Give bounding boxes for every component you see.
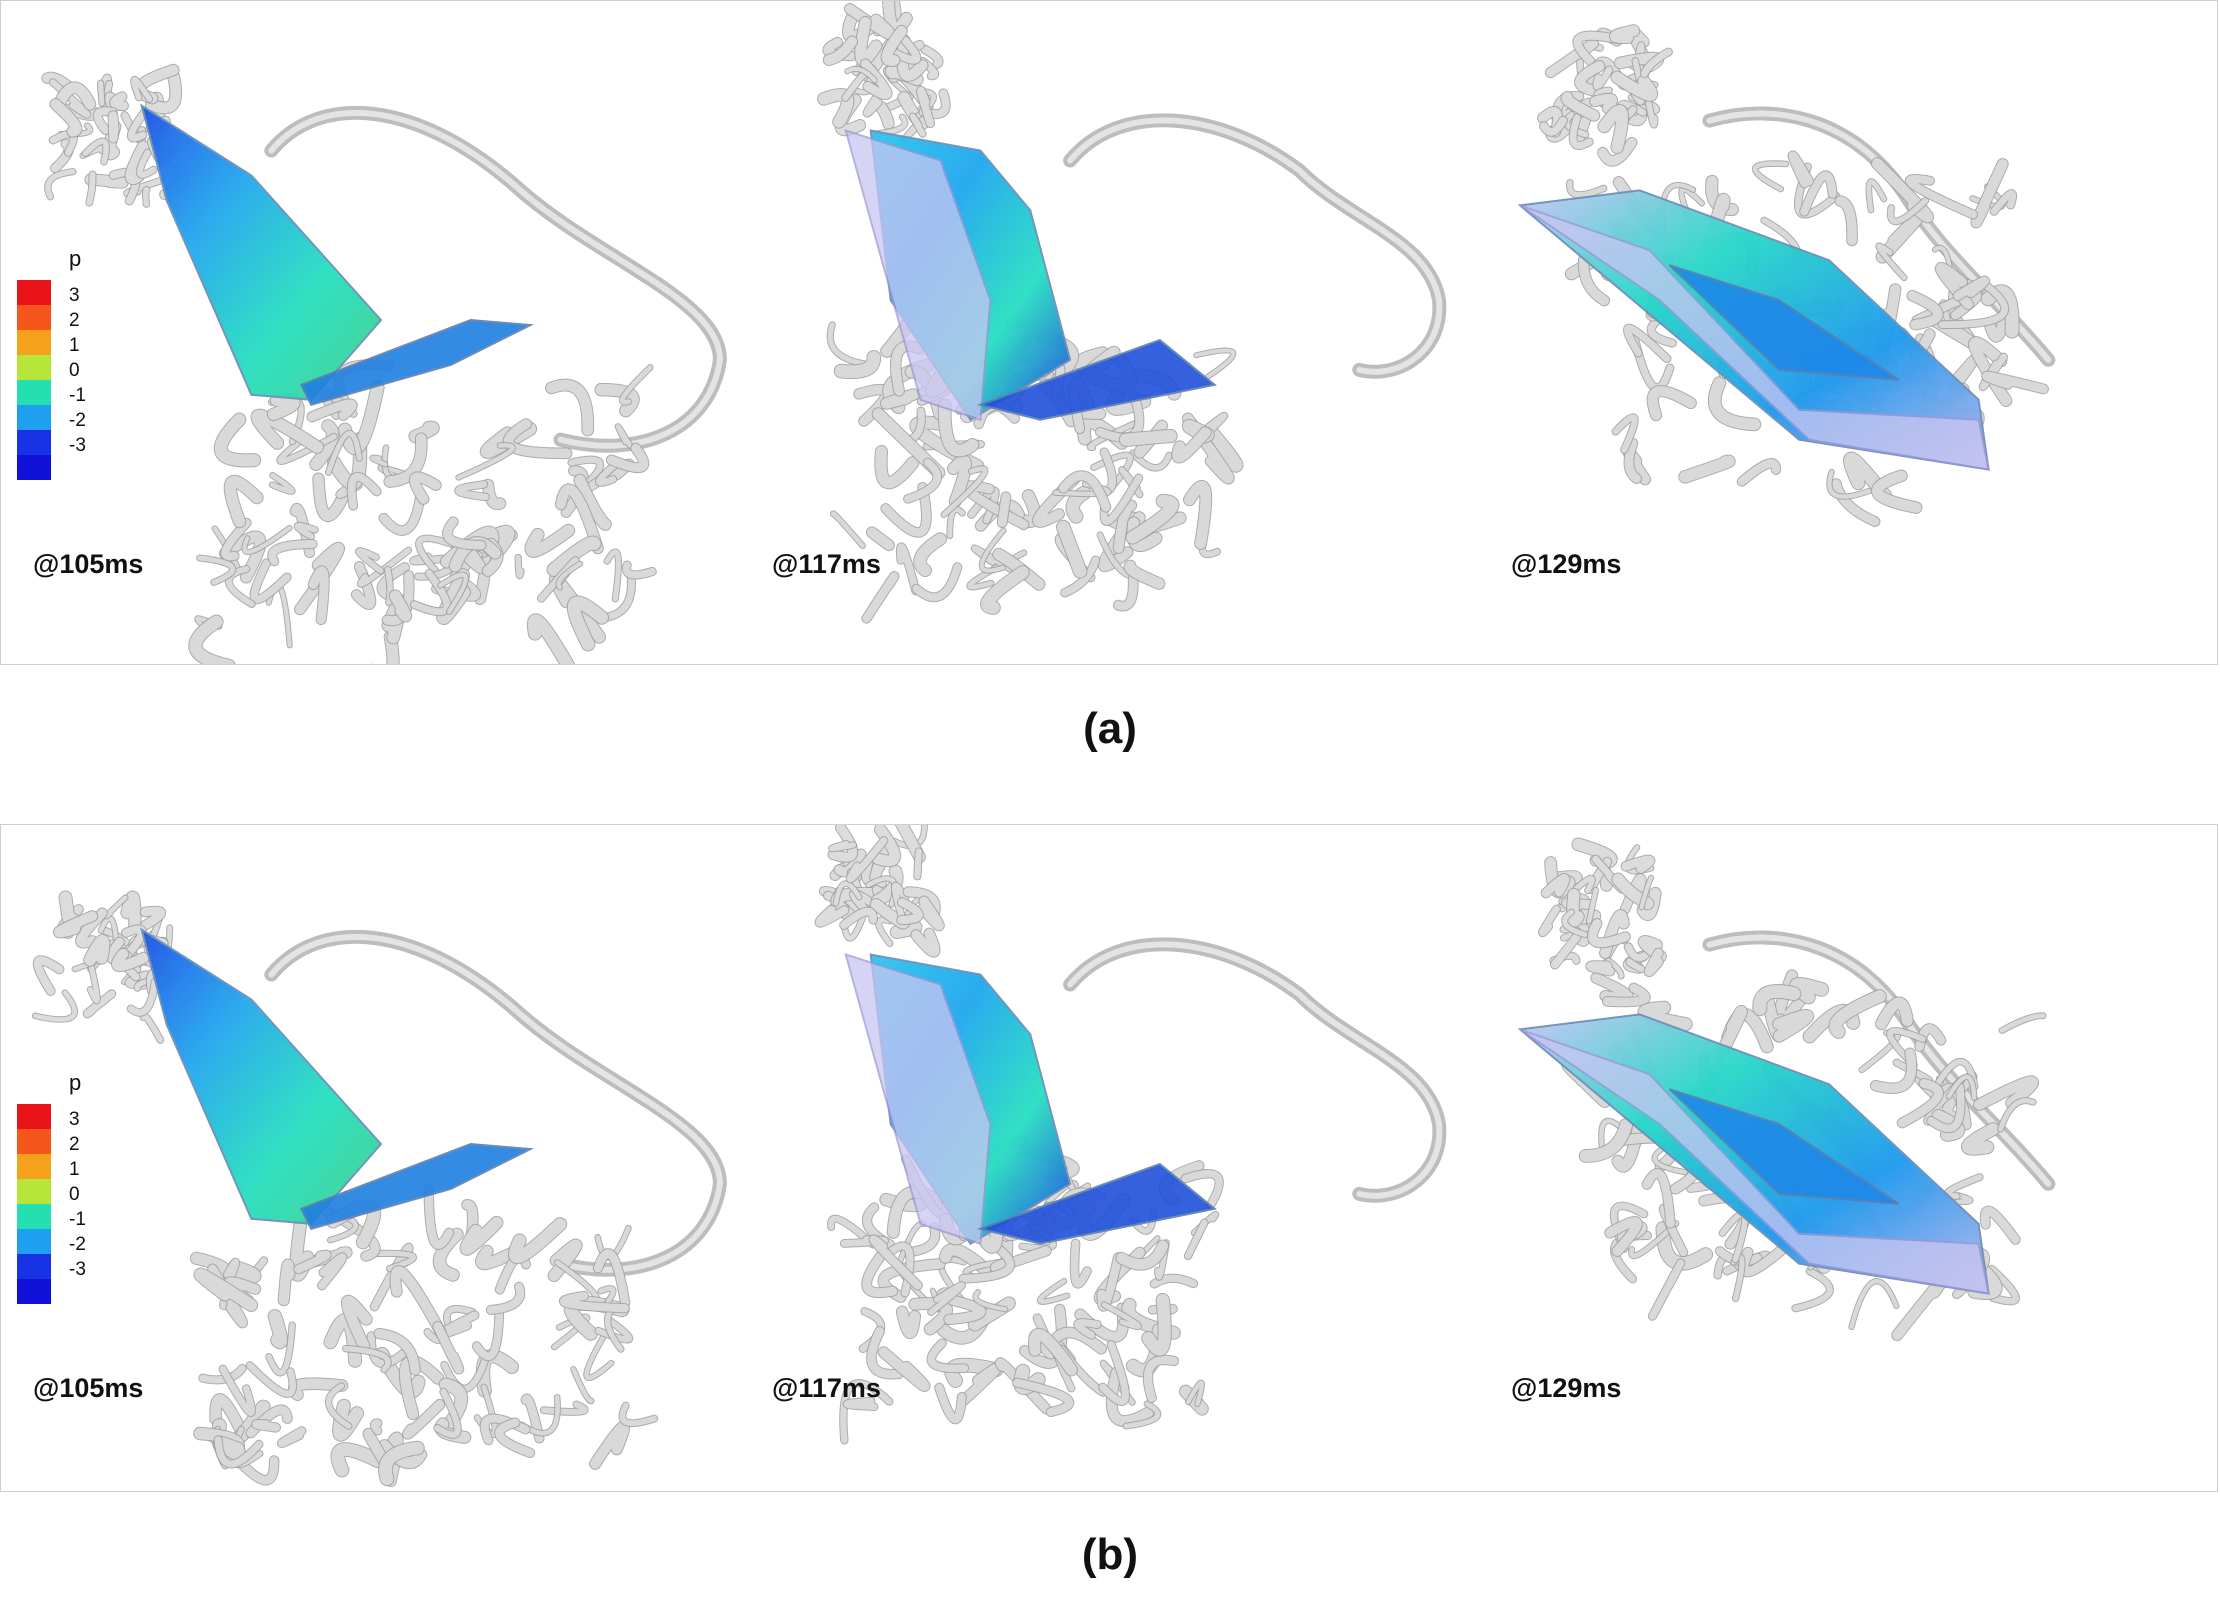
legend-tick-label: 0 [69, 1184, 80, 1205]
legend-tick-label: 1 [69, 1159, 80, 1180]
frame-a-129ms: @129ms [1479, 1, 2217, 664]
legend-swatch [17, 380, 51, 405]
legend-tick-label: 1 [69, 335, 80, 356]
legend-swatch [17, 455, 51, 480]
legend-tick-label: 3 [69, 1109, 80, 1130]
legend-tick-label: -3 [69, 1259, 86, 1280]
legend-swatch [17, 430, 51, 455]
legend-title: p [69, 1070, 82, 1095]
legend-swatch [17, 1279, 51, 1304]
vortex-render-b-129 [1517, 837, 2056, 1342]
vortex-render-a-129 [1517, 24, 2056, 527]
vortex-render-b-117 [814, 825, 1447, 1445]
time-label: @105ms [33, 549, 144, 579]
time-label: @117ms [772, 1373, 881, 1403]
legend-tick-label: 3 [69, 285, 80, 306]
time-label: @117ms [772, 549, 881, 579]
legend-swatch [17, 305, 51, 330]
panel-b: @105ms @117ms @129ms p 3 2 1 0 -1 -2 -3 [0, 824, 2218, 1492]
legend-tick-label: 2 [69, 310, 80, 331]
legend-swatch [17, 405, 51, 430]
legend-swatch [17, 1229, 51, 1254]
legend-swatch [17, 330, 51, 355]
legend-swatch [17, 1129, 51, 1154]
legend-tick-label: -1 [69, 385, 86, 406]
panel-a: @105ms @117ms @129ms p 3 2 1 0 -1 -2 -3 [0, 0, 2218, 665]
legend-tick-label: -2 [69, 1234, 86, 1255]
time-label: @129ms [1511, 549, 1622, 579]
legend-swatch [17, 355, 51, 380]
frame-b-105ms: @105ms [1, 825, 740, 1491]
legend-swatch [17, 1204, 51, 1229]
legend-tick-label: -2 [69, 410, 86, 431]
vortex-render-a-105 [41, 63, 727, 664]
legend-tick-label: -3 [69, 435, 86, 456]
legend-swatch [17, 1154, 51, 1179]
legend-tick-label: 0 [69, 360, 80, 381]
legend-swatch [17, 1179, 51, 1204]
time-label: @129ms [1511, 1373, 1622, 1403]
legend-swatch [17, 1104, 51, 1129]
legend-colorbar [17, 1104, 51, 1304]
panel-caption-a: (a) [1083, 704, 1137, 753]
panel-caption-b: (b) [1081, 1530, 1139, 1579]
frame-a-105ms: @105ms [1, 1, 740, 664]
legend-tick-label: -1 [69, 1209, 86, 1230]
vortex-render-b-105 [31, 890, 727, 1487]
legend-swatch [17, 1254, 51, 1279]
frame-b-117ms: @117ms [740, 825, 1479, 1491]
time-label: @105ms [33, 1373, 144, 1403]
vortex-render-a-117 [817, 1, 1447, 624]
legend-tick-label: 2 [69, 1134, 80, 1155]
frame-a-117ms: @117ms [740, 1, 1479, 664]
frame-b-129ms: @129ms [1479, 825, 2217, 1491]
legend-colorbar [17, 280, 51, 480]
legend-title: p [69, 246, 82, 271]
legend-swatch [17, 280, 51, 305]
